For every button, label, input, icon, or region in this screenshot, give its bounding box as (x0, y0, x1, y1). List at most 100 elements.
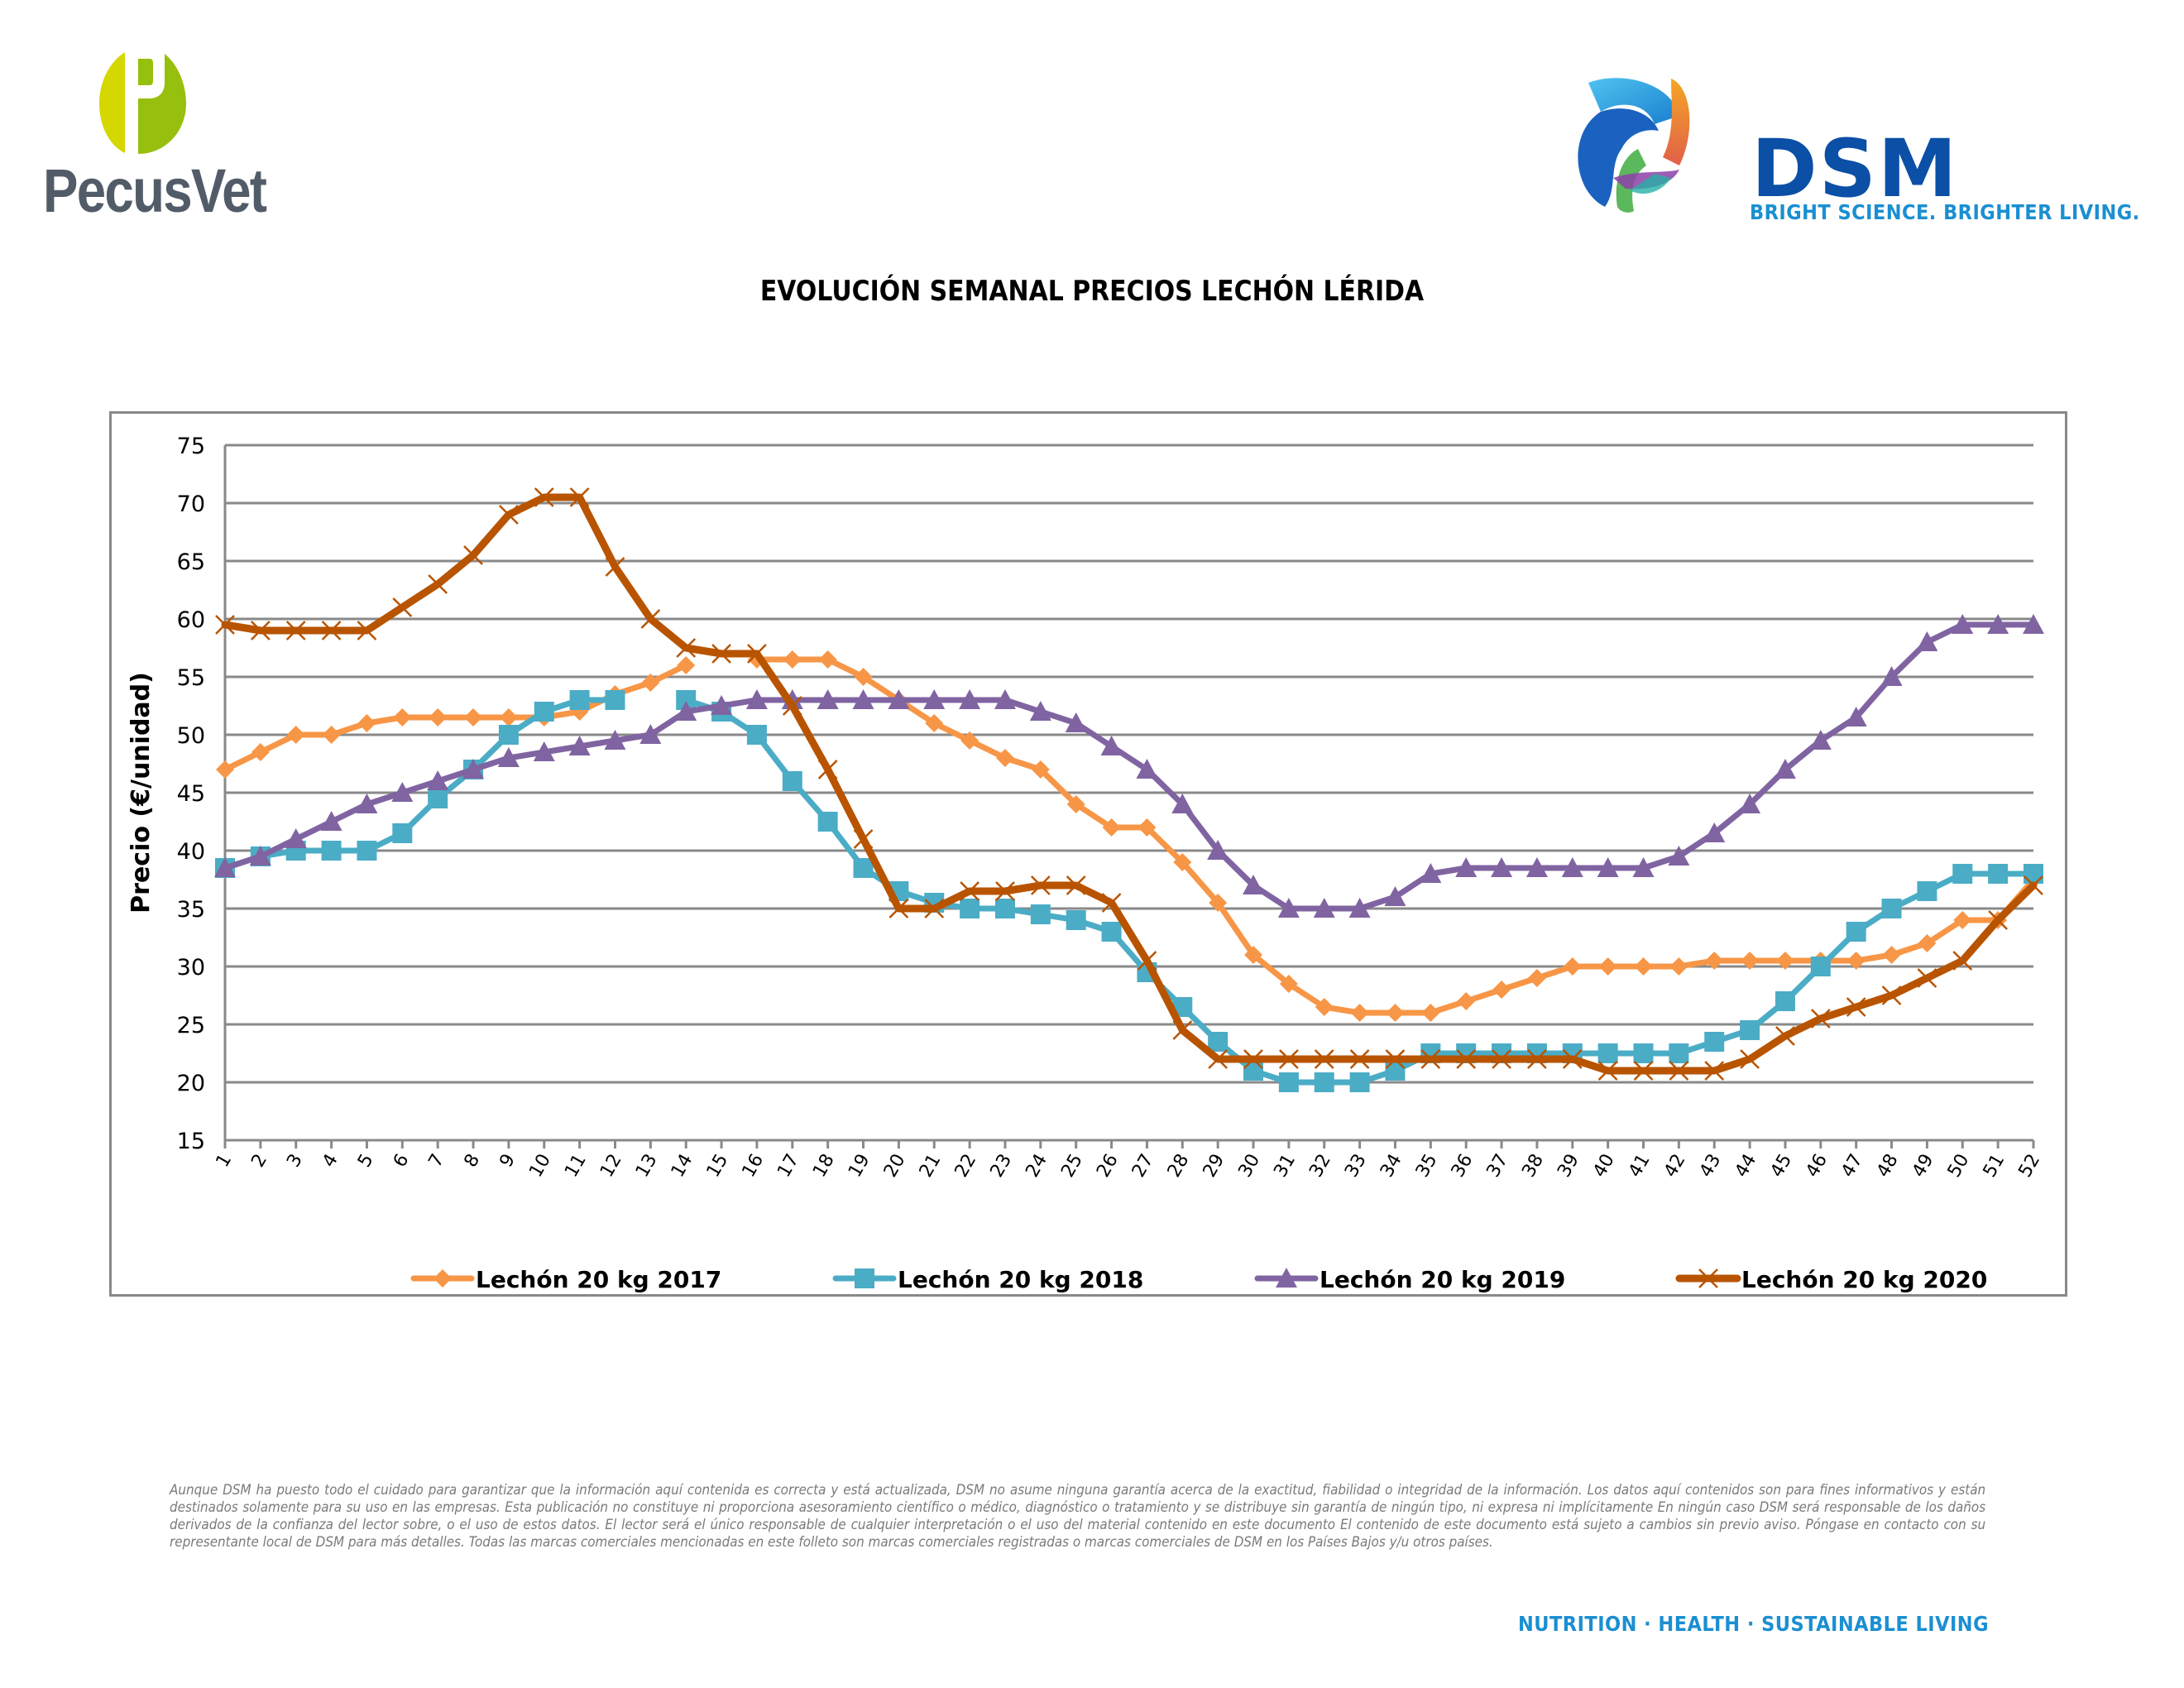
x-marker (250, 621, 271, 640)
diamond-marker (1918, 934, 1937, 952)
x-tick-label: 20 (880, 1151, 910, 1182)
x-marker-stroke (676, 638, 697, 658)
x-marker (569, 487, 590, 507)
diamond-marker (925, 714, 944, 732)
y-tick-label: 75 (177, 434, 205, 459)
square-marker (2024, 864, 2043, 884)
diamond-marker (1492, 981, 1511, 999)
y-tick-label: 30 (177, 955, 205, 981)
diamond-marker (393, 708, 412, 727)
x-marker (995, 881, 1015, 901)
legend-label: Lechón 20 kg 2018 (898, 1266, 1143, 1293)
dsm-wordmark: DSM (1751, 122, 1959, 215)
x-marker (1101, 893, 1122, 913)
x-marker-stroke (1597, 1061, 1618, 1081)
x-marker-stroke (995, 881, 1015, 901)
diamond-marker (1209, 894, 1228, 912)
x-marker (1137, 951, 1157, 971)
triangle-marker (1136, 759, 1158, 779)
x-marker-stroke (215, 615, 235, 635)
triangle-marker (959, 689, 981, 710)
series-lechón-20-kg-2019 (214, 614, 2044, 918)
diamond-marker (1775, 952, 1794, 970)
footer-tagline: NUTRITION · HEALTH · SUSTAINABLE LIVING (1518, 1612, 1990, 1636)
x-tick-label: 22 (951, 1151, 981, 1182)
x-tick-label: 52 (2015, 1151, 2045, 1182)
triangle-marker (1739, 794, 1761, 814)
x-tick-label: 35 (1412, 1151, 1442, 1182)
square-marker (498, 725, 519, 745)
x-tick-label: 41 (1625, 1151, 1655, 1182)
diamond-marker (499, 708, 518, 727)
series-line (221, 493, 2038, 1075)
x-marker (285, 621, 306, 640)
y-tick-label: 60 (177, 607, 205, 633)
diamond-marker (1563, 957, 1582, 976)
square-marker (428, 789, 448, 808)
diamond-marker (1846, 952, 1866, 970)
x-tick-label: 43 (1696, 1151, 1726, 1182)
x-marker-stroke (1208, 1049, 1228, 1069)
x-marker-stroke (1314, 1049, 1334, 1069)
x-tick-label: 9 (496, 1151, 520, 1172)
triangle-marker (1809, 730, 1832, 750)
triangle-marker (462, 759, 485, 779)
x-tick-label: 14 (668, 1151, 697, 1182)
square-marker (1208, 1032, 1228, 1052)
x-marker (1030, 875, 1051, 895)
x-marker (534, 487, 554, 507)
triangle-marker (604, 730, 626, 750)
triangle-marker (1703, 822, 1726, 843)
y-tick-label: 50 (177, 723, 205, 749)
x-tick-label: 40 (1589, 1151, 1619, 1182)
diamond-marker (1527, 969, 1546, 987)
triangle-marker (1420, 863, 1442, 884)
x-marker (1698, 1268, 1718, 1288)
x-marker (605, 557, 625, 577)
x-marker-stroke (569, 487, 590, 507)
triangle-marker (1277, 898, 1300, 918)
x-marker-stroke (1562, 1049, 1583, 1069)
series-line (222, 621, 2037, 912)
x-marker-stroke (1633, 1061, 1654, 1081)
square-marker (855, 1268, 874, 1288)
square-marker (1988, 864, 2009, 884)
triangle-marker (994, 689, 1016, 710)
y-tick-label: 15 (177, 1129, 205, 1154)
x-marker-stroke (1030, 875, 1051, 895)
y-axis-label: Precio (€/unidad) (127, 672, 156, 914)
x-marker (888, 899, 909, 918)
triangle-marker (1100, 736, 1123, 756)
diamond-marker (1421, 1004, 1440, 1022)
triangle-marker (1952, 614, 1974, 635)
x-tick-label: 47 (1837, 1151, 1867, 1182)
triangle-marker (1065, 712, 1087, 733)
diamond-marker (1882, 946, 1901, 964)
x-tick-label: 3 (283, 1151, 307, 1172)
x-tick-label: 11 (561, 1151, 591, 1182)
x-tick-label: 18 (809, 1151, 839, 1182)
triangle-marker (675, 701, 697, 722)
x-marker (1420, 1049, 1441, 1069)
pecusvet-wordmark: PecusVet (43, 156, 267, 225)
x-marker-stroke (817, 760, 838, 779)
x-tick-label: 7 (425, 1151, 449, 1172)
x-tick-label: 38 (1518, 1151, 1548, 1182)
square-marker (534, 702, 554, 722)
diamond-marker (854, 668, 873, 686)
triangle-marker (1561, 857, 1583, 878)
x-tick-label: 46 (1802, 1151, 1832, 1182)
series (214, 487, 2044, 1092)
legend-item: Lechón 20 kg 2019 (1254, 1266, 1565, 1293)
diamond-marker (818, 650, 837, 669)
triangle-marker (285, 828, 307, 849)
diamond-marker (1244, 946, 1263, 964)
diamond-marker (429, 708, 448, 727)
x-marker (1278, 1049, 1299, 1069)
diamond-marker (1669, 957, 1688, 976)
y-tick-label: 70 (177, 492, 205, 517)
square-marker (1349, 1072, 1370, 1092)
x-marker (747, 644, 767, 664)
triangle-marker (817, 689, 839, 710)
